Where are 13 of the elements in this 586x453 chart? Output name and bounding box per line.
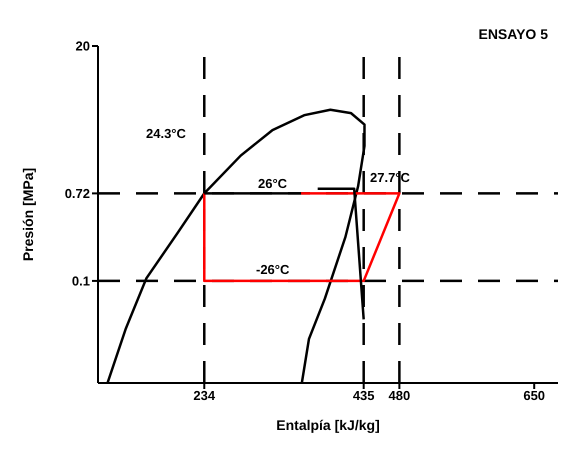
y-tick-label: 0.1 bbox=[72, 274, 90, 289]
x-tick-label: 435 bbox=[352, 388, 375, 404]
annotation: 24.3°C bbox=[145, 126, 187, 141]
y-tick-label: 20 bbox=[76, 38, 90, 54]
chart-title: ENSAYO 5 bbox=[478, 26, 548, 42]
x-tick-label: 480 bbox=[388, 388, 410, 404]
x-axis-title: Entalpía [kJ/kg] bbox=[276, 417, 380, 433]
x-tick-label: 650 bbox=[523, 388, 546, 404]
y-axis-title: Presión [MPa] bbox=[20, 168, 36, 262]
annotation: -26°C bbox=[255, 262, 290, 277]
annotation: 26°C bbox=[257, 176, 288, 191]
x-tick-label: 234 bbox=[193, 388, 216, 404]
y-tick-label: 0.72 bbox=[64, 186, 90, 201]
